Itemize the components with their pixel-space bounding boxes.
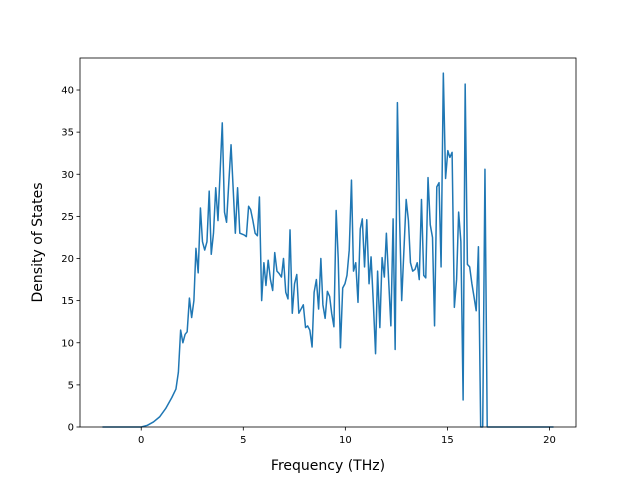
x-axis-label: Frequency (THz) bbox=[271, 458, 385, 474]
x-tick-label: 0 bbox=[138, 435, 144, 446]
y-tick-label: 20 bbox=[61, 254, 74, 265]
y-tick-label: 30 bbox=[61, 170, 74, 181]
y-tick-label: 25 bbox=[61, 212, 74, 223]
x-tick-label: 5 bbox=[240, 435, 246, 446]
y-tick-label: 10 bbox=[61, 338, 74, 349]
y-tick-label: 15 bbox=[61, 296, 74, 307]
y-tick-label: 5 bbox=[68, 380, 74, 391]
y-tick-label: 35 bbox=[61, 128, 74, 139]
x-tick-label: 10 bbox=[339, 435, 352, 446]
dos-line bbox=[102, 72, 554, 428]
y-tick-label: 0 bbox=[68, 423, 74, 434]
y-tick-label: 40 bbox=[61, 86, 74, 97]
y-axis-label: Density of States bbox=[30, 183, 46, 303]
x-tick-label: 20 bbox=[543, 435, 556, 446]
x-tick-label: 15 bbox=[441, 435, 454, 446]
axes-frame bbox=[79, 57, 577, 428]
